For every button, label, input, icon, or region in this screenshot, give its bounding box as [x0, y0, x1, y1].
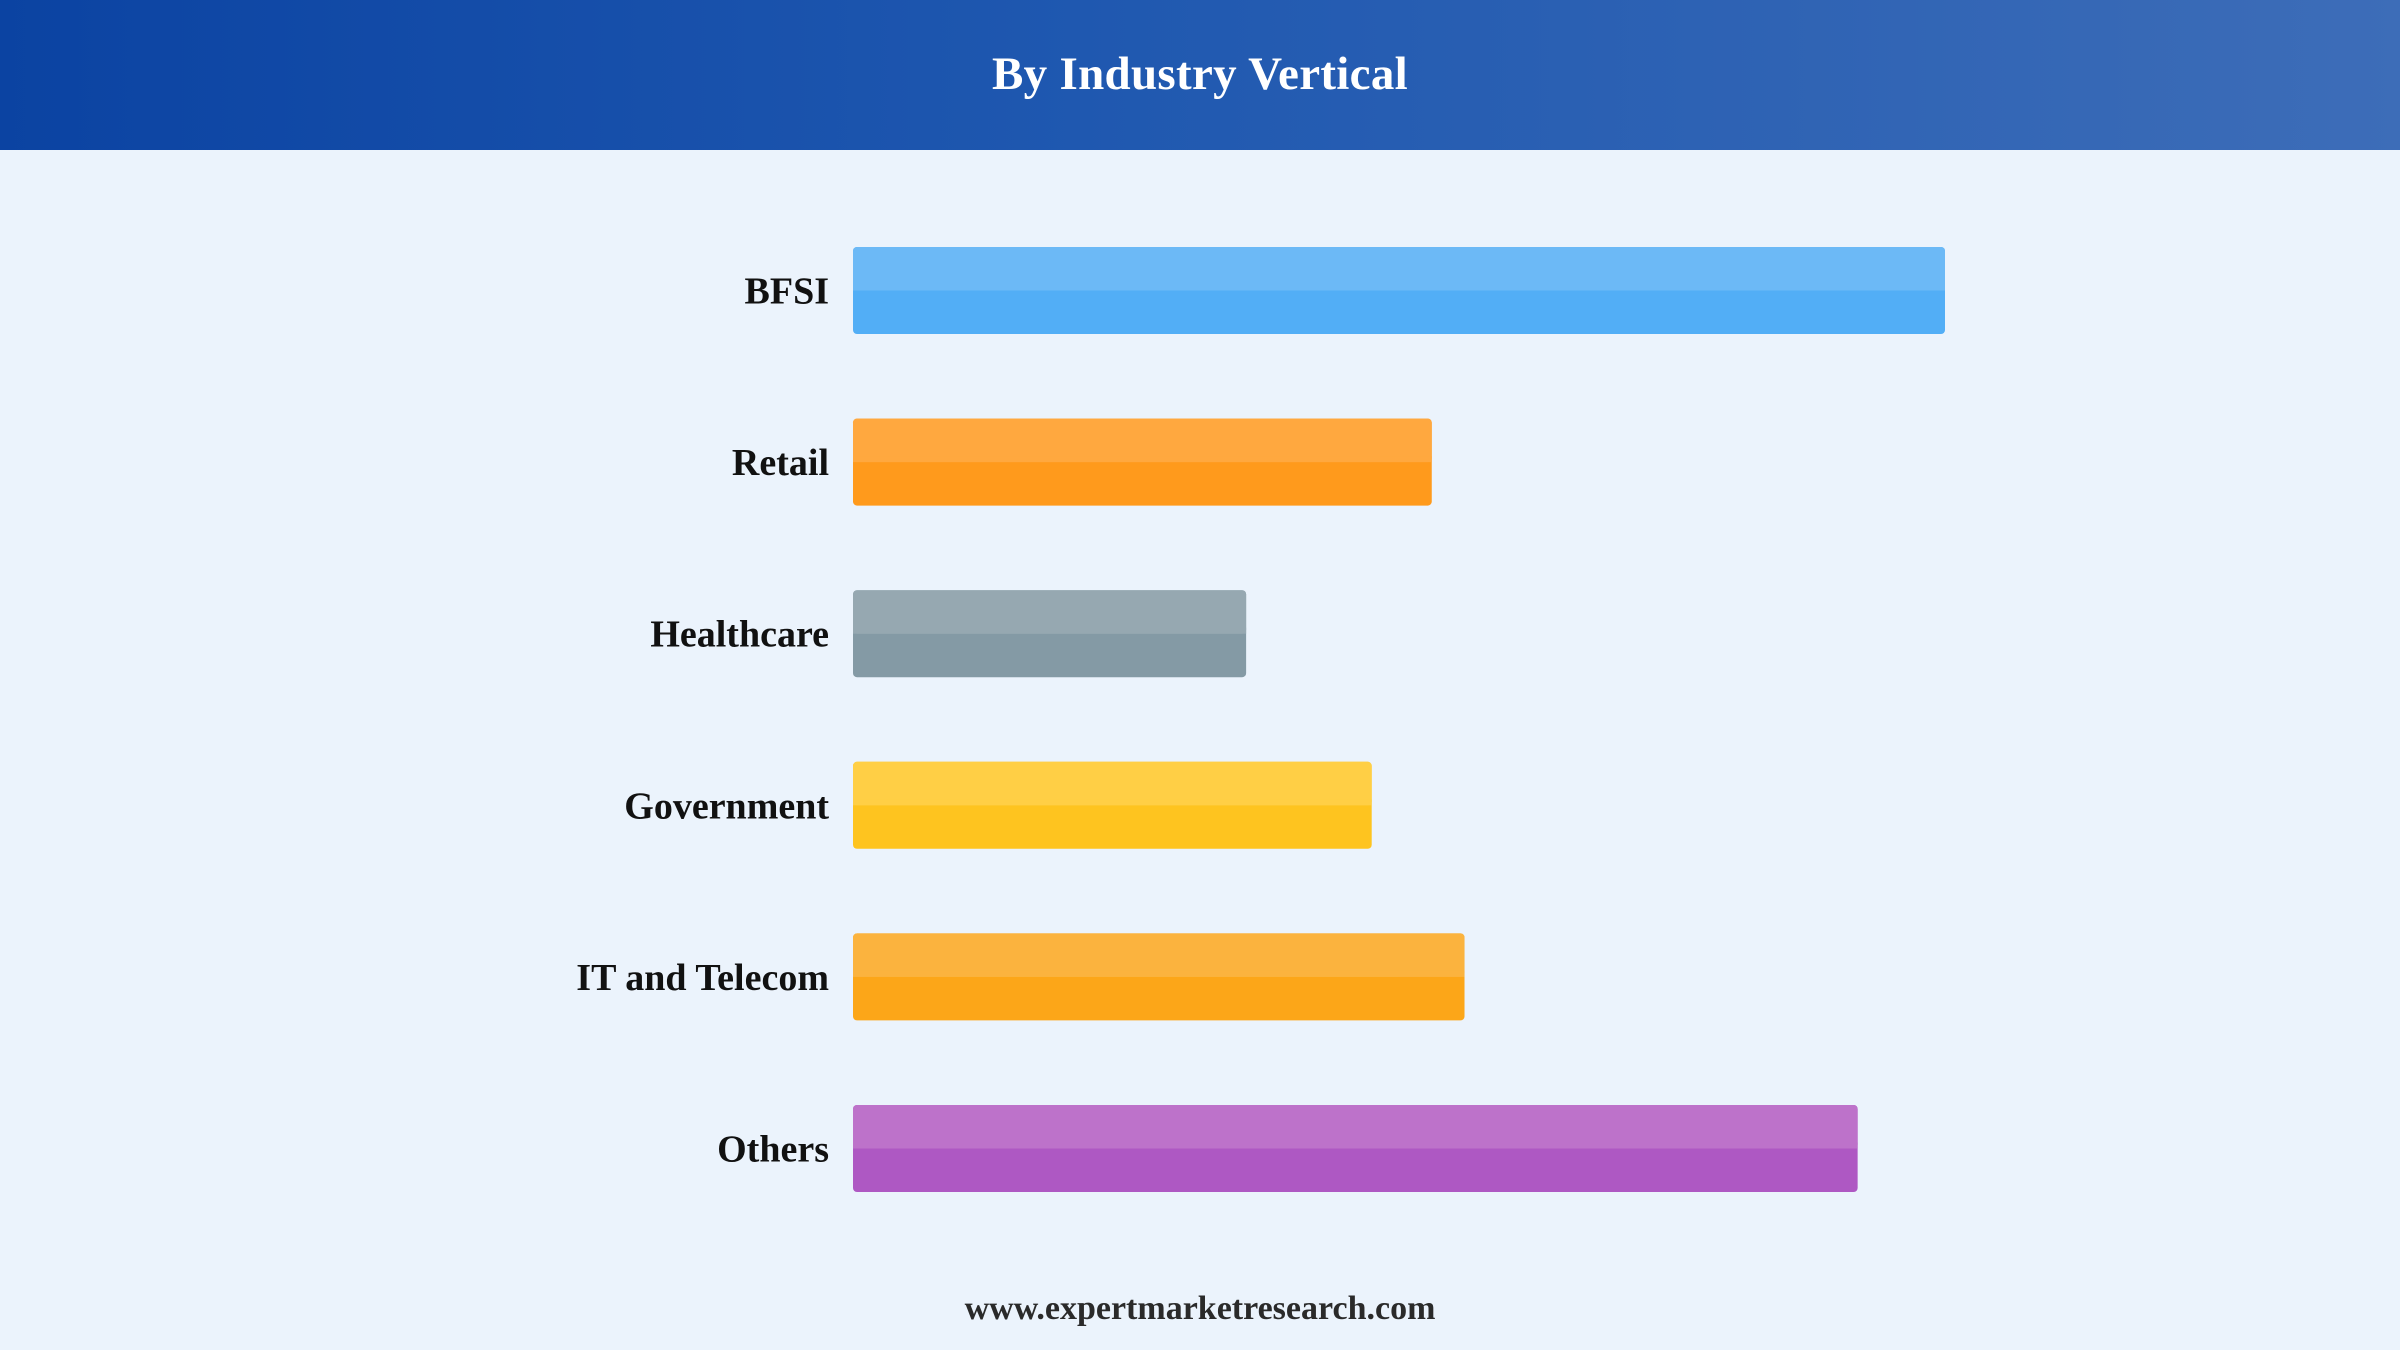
bar-highlight — [853, 590, 1247, 634]
bar-highlight-edge — [853, 627, 1247, 634]
category-label: BFSI — [745, 271, 829, 313]
category-label: IT and Telecom — [576, 957, 829, 999]
bar-highlight-edge — [853, 456, 1432, 463]
bar-group: Government — [624, 761, 1372, 849]
bar-highlight-edge — [853, 799, 1372, 806]
bar-highlight-edge — [853, 284, 1945, 291]
chart-area: BFSI Retail Healthcare Government IT and Tel… — [0, 150, 2400, 1270]
footer-website: www.expertmarketresearch.com — [964, 1290, 1436, 1327]
category-label: Others — [717, 1129, 829, 1171]
bar-chart: BFSI Retail Healthcare Government IT and Tel… — [576, 247, 1945, 1192]
category-label: Government — [624, 785, 829, 827]
bar-group: IT and Telecom — [576, 933, 1465, 1021]
bar-highlight — [853, 933, 1465, 977]
chart-title: By Industry Vertical — [992, 48, 1408, 100]
category-label: Retail — [732, 442, 829, 484]
bar-group: Others — [717, 1105, 1858, 1192]
bar-highlight — [853, 247, 1945, 291]
bar-group: BFSI — [745, 247, 1945, 334]
bar-highlight — [853, 761, 1372, 806]
bar-highlight — [853, 418, 1432, 463]
bar-group: Healthcare — [650, 590, 1247, 678]
category-label: Healthcare — [650, 614, 829, 656]
bar-highlight-edge — [853, 970, 1465, 977]
bar-group: Retail — [732, 418, 1432, 506]
bar-highlight — [853, 1105, 1858, 1149]
chart-header: By Industry Vertical — [0, 0, 2400, 150]
bar-highlight-edge — [853, 1142, 1858, 1149]
